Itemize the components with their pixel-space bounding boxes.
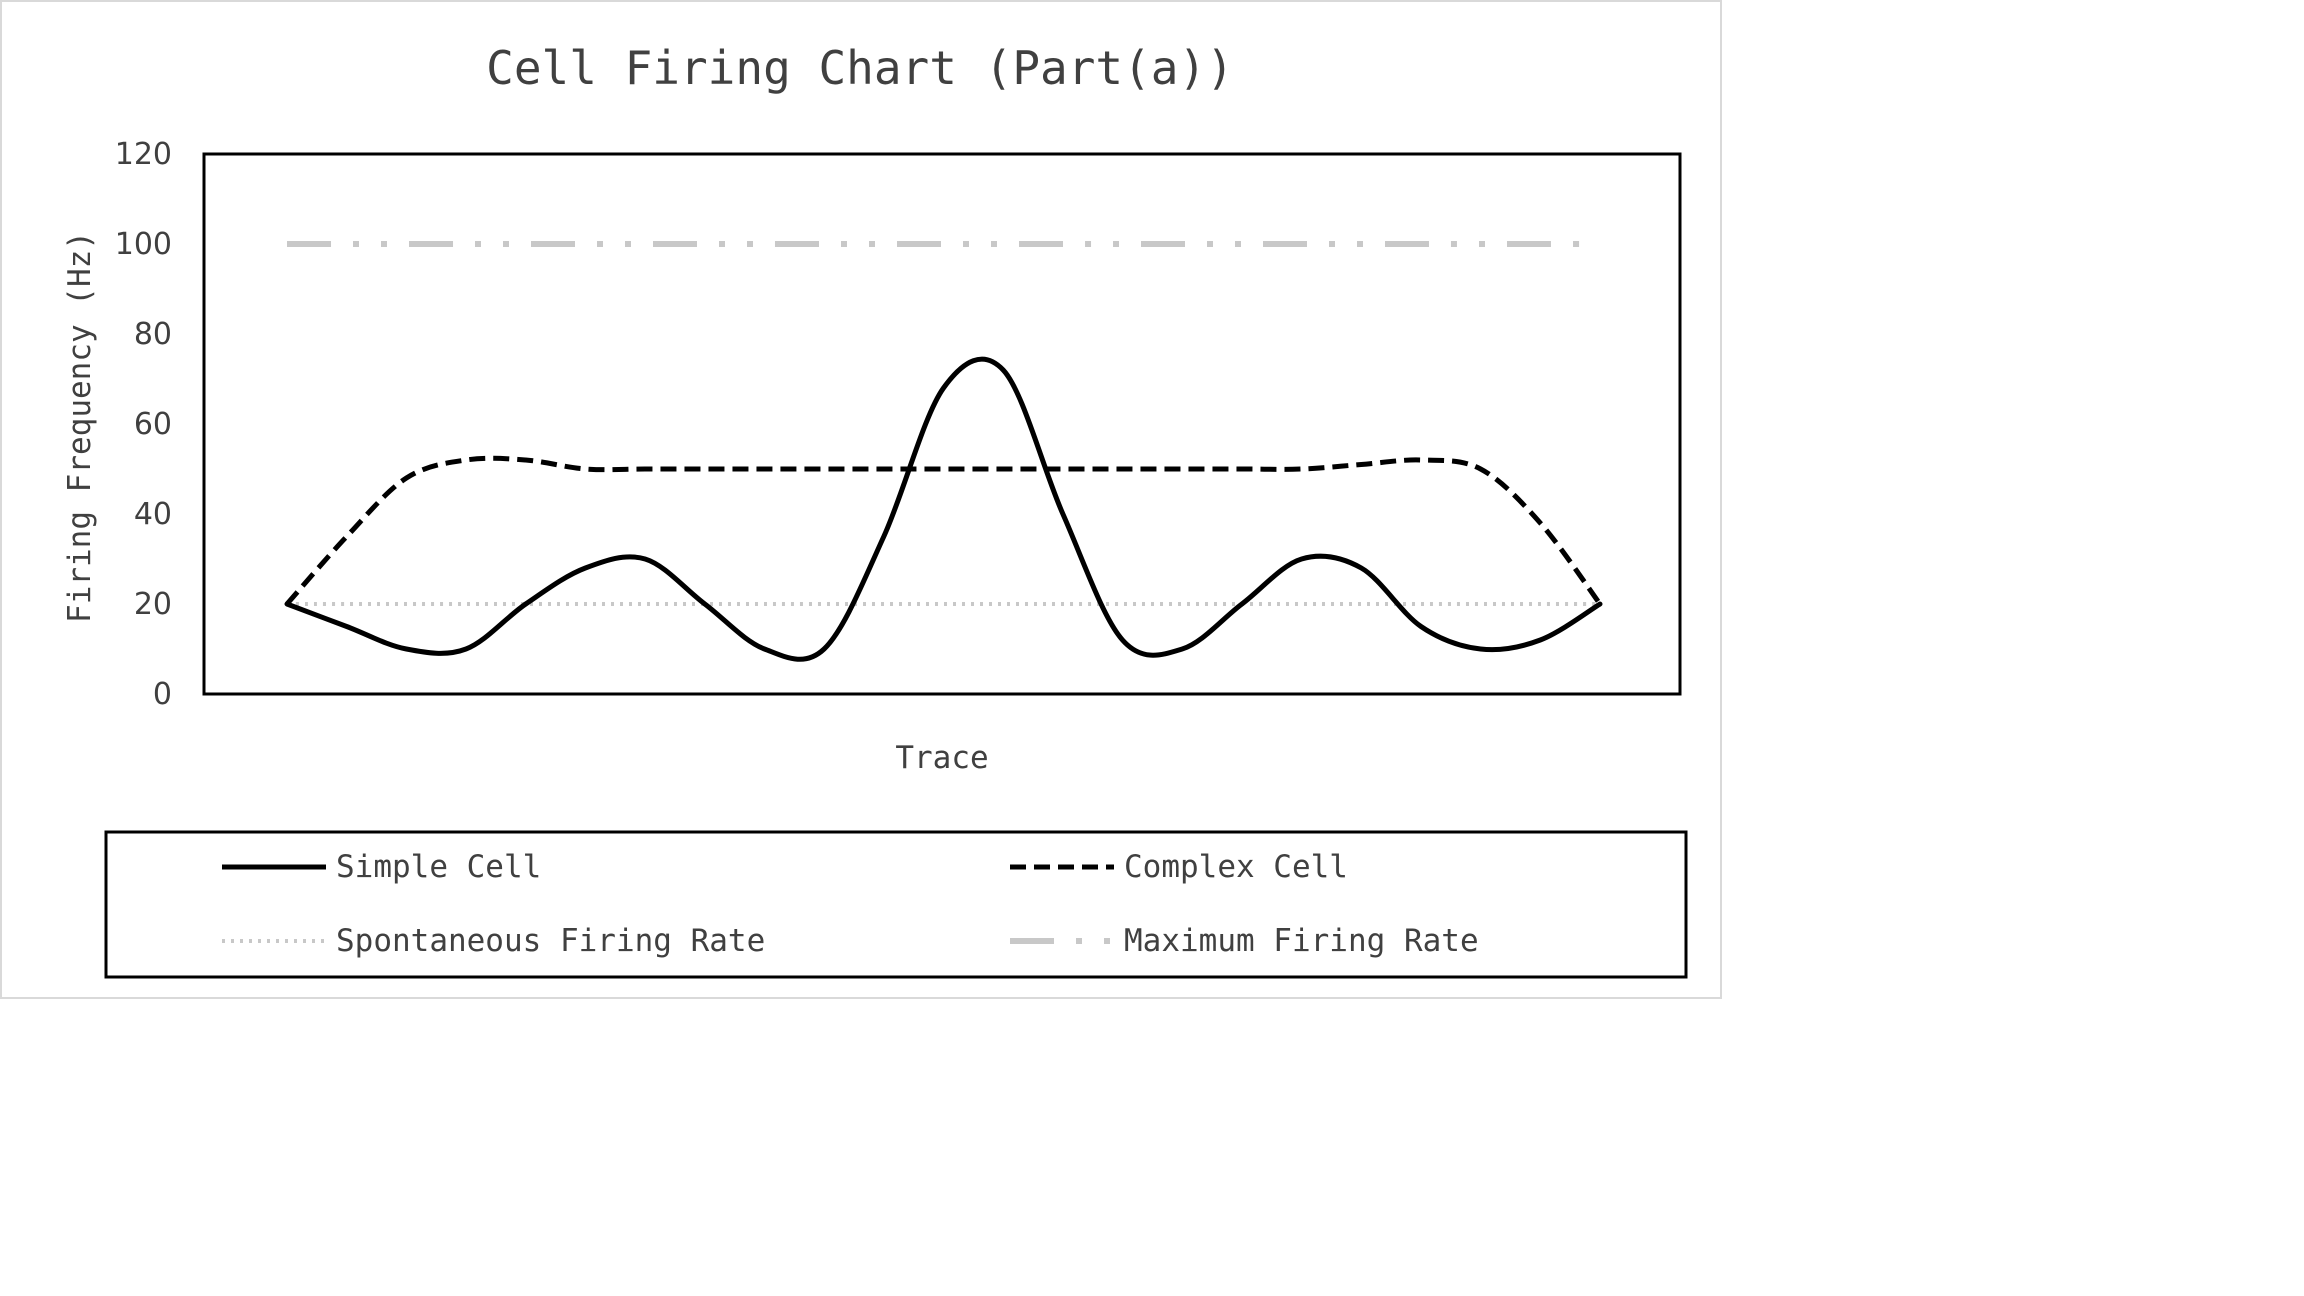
y-tick-label: 0: [153, 677, 172, 712]
legend-label: Spontaneous Firing Rate: [336, 923, 765, 959]
series-line-complex-cell: [285, 455, 1603, 606]
legend-item: Maximum Firing Rate: [1010, 923, 1479, 959]
y-tick-label: 20: [134, 587, 172, 622]
y-tick-label: 120: [115, 137, 172, 172]
y-axis-label: Firing Frequency (Hz): [62, 231, 98, 623]
series-line-simple-cell: [284, 356, 1603, 662]
y-tick-label: 40: [134, 497, 172, 532]
legend-label: Maximum Firing Rate: [1124, 923, 1479, 959]
chart-svg: Cell Firing Chart (Part(a)) 0 20 40 60 80 100…: [62, 41, 1688, 979]
legend-item: Complex Cell: [1010, 849, 1348, 885]
legend-item: Simple Cell: [222, 849, 541, 885]
y-tick-labels: 0 20 40 60 80 100 120: [115, 137, 172, 712]
chart-title: Cell Firing Chart (Part(a)): [486, 41, 1234, 95]
x-axis-label: Trace: [895, 740, 988, 776]
legend-label: Complex Cell: [1124, 849, 1348, 885]
y-tick-label: 100: [115, 227, 172, 262]
series-layer: [284, 240, 1603, 662]
y-tick-label: 60: [134, 407, 172, 442]
legend-label: Simple Cell: [336, 849, 541, 885]
chart-frame: Cell Firing Chart (Part(a)) 0 20 40 60 80 100…: [0, 0, 1722, 999]
legend-box: [104, 830, 1688, 979]
legend: Simple Cell Complex Cell Spontaneous Firin…: [222, 849, 1479, 959]
plot-frame: [202, 152, 1682, 696]
legend-item: Spontaneous Firing Rate: [222, 923, 765, 959]
y-tick-label: 80: [134, 317, 172, 352]
